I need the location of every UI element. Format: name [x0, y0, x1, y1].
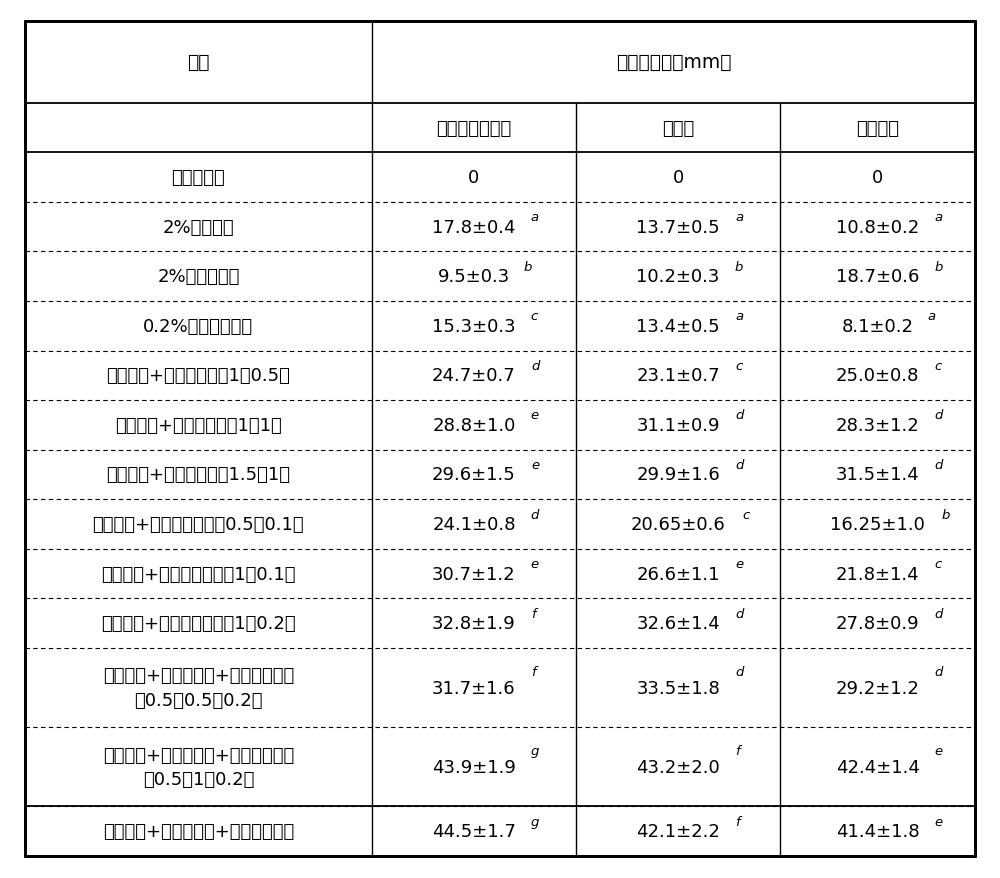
- Text: 药物: 药物: [187, 54, 210, 72]
- Text: 33.5±1.8: 33.5±1.8: [636, 679, 720, 697]
- Text: 2%利福昔明: 2%利福昔明: [163, 219, 234, 236]
- Text: 23.1±0.7: 23.1±0.7: [636, 367, 720, 385]
- Text: 利福昔明+硫酸新霉素（1：0.5）: 利福昔明+硫酸新霉素（1：0.5）: [106, 367, 290, 385]
- Text: c: c: [531, 310, 538, 323]
- Text: d: d: [531, 359, 539, 372]
- Text: c: c: [742, 508, 750, 521]
- Text: 31.5±1.4: 31.5±1.4: [836, 466, 920, 484]
- Text: a: a: [927, 310, 935, 323]
- Text: 大肠杆菌: 大肠杆菌: [856, 119, 899, 137]
- Text: 44.5±1.7: 44.5±1.7: [432, 823, 516, 840]
- Text: 抑菌圈直径（mm）: 抑菌圈直径（mm）: [616, 54, 731, 72]
- Text: 正常对照组: 正常对照组: [172, 169, 225, 187]
- Text: e: e: [531, 458, 539, 471]
- Text: d: d: [735, 666, 744, 679]
- Text: f: f: [735, 745, 740, 758]
- Text: 利福昔明+新鱼腥草素钠（1：0.1）: 利福昔明+新鱼腥草素钠（1：0.1）: [101, 565, 296, 583]
- Text: 29.9±1.6: 29.9±1.6: [636, 466, 720, 484]
- Text: 43.9±1.9: 43.9±1.9: [432, 758, 516, 776]
- Text: e: e: [935, 745, 943, 758]
- Text: f: f: [735, 815, 740, 828]
- Text: 31.1±0.9: 31.1±0.9: [636, 416, 720, 435]
- Text: d: d: [735, 458, 744, 471]
- Text: 利福昔明+新鱼腥草素钠（0.5：0.1）: 利福昔明+新鱼腥草素钠（0.5：0.1）: [93, 515, 304, 533]
- Text: c: c: [934, 359, 942, 372]
- Text: g: g: [531, 745, 539, 758]
- Text: 利福昔明+新鱼腥草素钠（1：0.2）: 利福昔明+新鱼腥草素钠（1：0.2）: [101, 615, 296, 632]
- Text: f: f: [531, 607, 536, 620]
- Text: d: d: [735, 607, 744, 620]
- Text: 0: 0: [872, 169, 883, 187]
- Text: 27.8±0.9: 27.8±0.9: [836, 615, 919, 632]
- Text: 32.8±1.9: 32.8±1.9: [432, 615, 516, 632]
- Text: c: c: [935, 558, 942, 571]
- Text: 10.2±0.3: 10.2±0.3: [636, 268, 720, 286]
- Text: 利福昔明+硫酸新霉素（1.5：1）: 利福昔明+硫酸新霉素（1.5：1）: [106, 466, 290, 484]
- Text: 9.5±0.3: 9.5±0.3: [438, 268, 510, 286]
- Text: （0.5：1：0.2）: （0.5：1：0.2）: [143, 770, 254, 788]
- Text: e: e: [935, 815, 943, 828]
- Text: 43.2±2.0: 43.2±2.0: [636, 758, 720, 776]
- Text: d: d: [531, 508, 539, 521]
- Text: d: d: [735, 409, 743, 422]
- Text: a: a: [735, 211, 743, 224]
- Text: 金黄色葡萄球菌: 金黄色葡萄球菌: [436, 119, 512, 137]
- Text: d: d: [935, 409, 943, 422]
- Text: 25.0±0.8: 25.0±0.8: [836, 367, 919, 385]
- Text: 20.65±0.6: 20.65±0.6: [631, 515, 726, 533]
- Text: 链球菌: 链球菌: [662, 119, 694, 137]
- Text: 21.8±1.4: 21.8±1.4: [836, 565, 919, 583]
- Text: 28.8±1.0: 28.8±1.0: [432, 416, 516, 435]
- Text: b: b: [934, 261, 943, 273]
- Text: 42.4±1.4: 42.4±1.4: [836, 758, 920, 776]
- Text: 30.7±1.2: 30.7±1.2: [432, 565, 516, 583]
- Text: 利福昔明+硫酸新霉素+新鱼腥草素钠: 利福昔明+硫酸新霉素+新鱼腥草素钠: [103, 745, 294, 764]
- Text: 15.3±0.3: 15.3±0.3: [432, 317, 516, 335]
- Text: 16.25±1.0: 16.25±1.0: [830, 515, 925, 533]
- Text: 24.7±0.7: 24.7±0.7: [432, 367, 516, 385]
- Text: （0.5：0.5：0.2）: （0.5：0.5：0.2）: [134, 691, 263, 709]
- Text: e: e: [531, 409, 539, 422]
- Text: 利福昔明+硫酸新霉素（1：1）: 利福昔明+硫酸新霉素（1：1）: [115, 416, 282, 435]
- Text: b: b: [942, 508, 950, 521]
- Text: d: d: [935, 458, 943, 471]
- Text: 0.2%新鱼腥草素钠: 0.2%新鱼腥草素钠: [143, 317, 253, 335]
- Text: 10.8±0.2: 10.8±0.2: [836, 219, 919, 236]
- Text: e: e: [531, 558, 539, 571]
- Text: a: a: [531, 211, 539, 224]
- Text: c: c: [735, 359, 742, 372]
- Text: b: b: [735, 261, 743, 273]
- Text: 利福昔明+硫酸新霉素+新鱼腥草素钠: 利福昔明+硫酸新霉素+新鱼腥草素钠: [103, 823, 294, 840]
- Text: 17.8±0.4: 17.8±0.4: [432, 219, 516, 236]
- Text: 41.4±1.8: 41.4±1.8: [836, 823, 919, 840]
- Text: 13.7±0.5: 13.7±0.5: [636, 219, 720, 236]
- Text: 42.1±2.2: 42.1±2.2: [636, 823, 720, 840]
- Text: 32.6±1.4: 32.6±1.4: [636, 615, 720, 632]
- Text: d: d: [935, 666, 943, 679]
- Text: a: a: [735, 310, 743, 323]
- Text: f: f: [531, 666, 535, 679]
- Text: e: e: [735, 558, 743, 571]
- Text: 26.6±1.1: 26.6±1.1: [636, 565, 720, 583]
- Text: 0: 0: [673, 169, 684, 187]
- Text: 2%硫酸新霉素: 2%硫酸新霉素: [157, 268, 240, 286]
- Text: 8.1±0.2: 8.1±0.2: [842, 317, 914, 335]
- Text: a: a: [934, 211, 942, 224]
- Text: b: b: [523, 261, 532, 273]
- Text: d: d: [935, 607, 943, 620]
- Text: 18.7±0.6: 18.7±0.6: [836, 268, 919, 286]
- Text: 利福昔明+硫酸新霉素+新鱼腥草素钠: 利福昔明+硫酸新霉素+新鱼腥草素钠: [103, 666, 294, 685]
- Text: 29.6±1.5: 29.6±1.5: [432, 466, 516, 484]
- Text: 31.7±1.6: 31.7±1.6: [432, 679, 516, 697]
- Text: 24.1±0.8: 24.1±0.8: [432, 515, 516, 533]
- Text: 13.4±0.5: 13.4±0.5: [636, 317, 720, 335]
- Text: 0: 0: [468, 169, 480, 187]
- Text: g: g: [531, 815, 539, 828]
- Text: 29.2±1.2: 29.2±1.2: [836, 679, 920, 697]
- Text: 28.3±1.2: 28.3±1.2: [836, 416, 920, 435]
